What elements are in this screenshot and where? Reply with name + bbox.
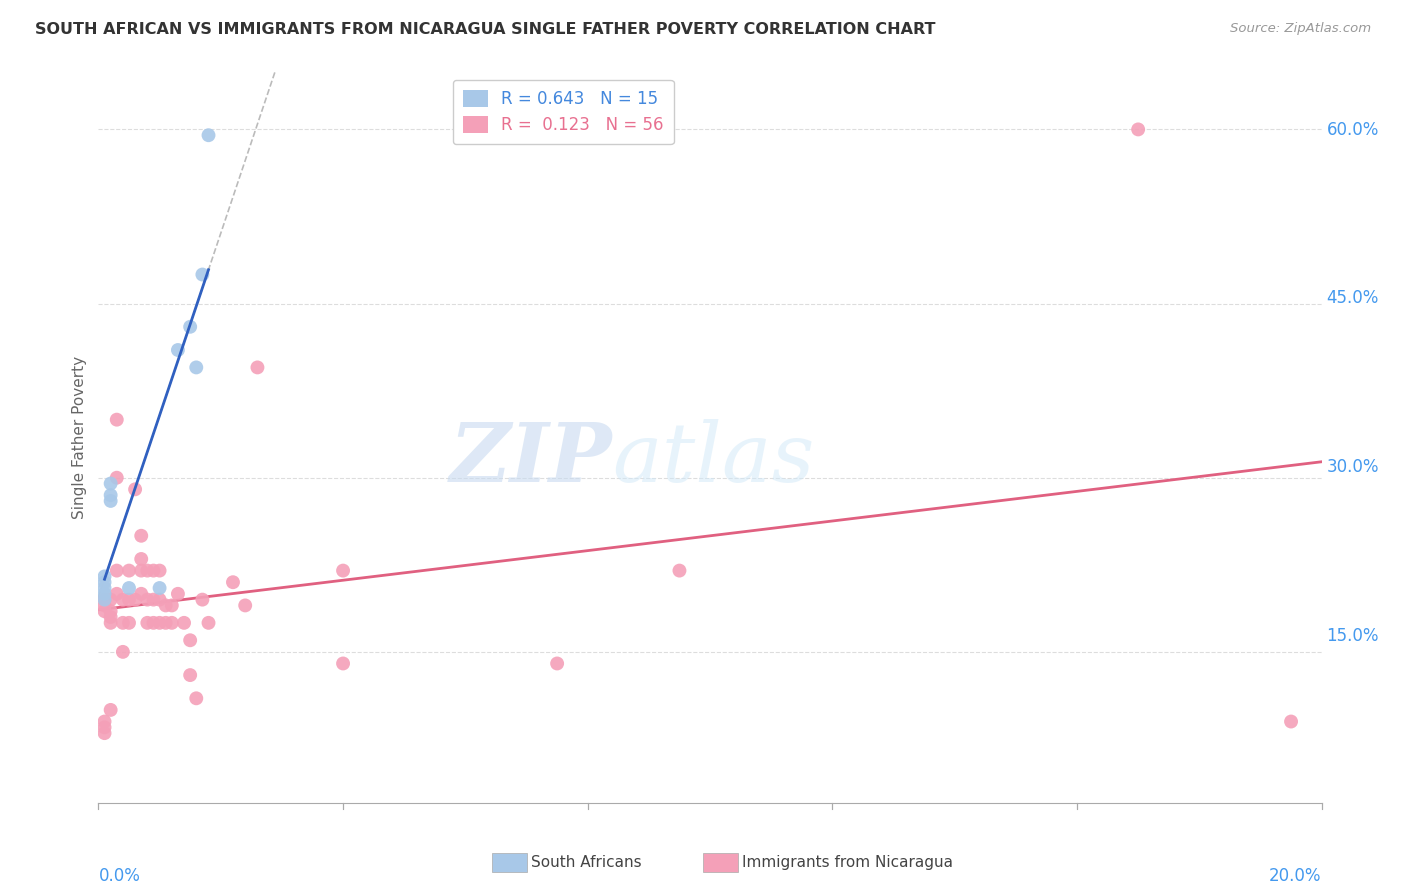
Point bbox=[93, 569, 115, 583]
Text: 20.0%: 20.0% bbox=[1270, 867, 1322, 885]
Point bbox=[332, 564, 354, 578]
Point bbox=[111, 615, 134, 630]
Point bbox=[179, 668, 201, 682]
Text: Source: ZipAtlas.com: Source: ZipAtlas.com bbox=[1230, 22, 1371, 36]
Point bbox=[93, 726, 115, 740]
Point bbox=[173, 615, 195, 630]
Point bbox=[167, 587, 190, 601]
Y-axis label: Single Father Poverty: Single Father Poverty bbox=[72, 356, 87, 518]
Point bbox=[160, 615, 183, 630]
Point bbox=[246, 360, 269, 375]
Point bbox=[93, 604, 115, 618]
Point bbox=[124, 592, 146, 607]
Point bbox=[136, 564, 159, 578]
Point bbox=[160, 599, 183, 613]
Point bbox=[93, 592, 115, 607]
Point bbox=[1128, 122, 1150, 136]
Point bbox=[142, 564, 165, 578]
Point bbox=[93, 720, 115, 734]
Point bbox=[149, 581, 172, 595]
Point bbox=[129, 552, 152, 566]
Point bbox=[100, 615, 122, 630]
Text: atlas: atlas bbox=[612, 419, 814, 499]
Point bbox=[186, 691, 208, 706]
Point bbox=[136, 592, 159, 607]
Point bbox=[155, 615, 177, 630]
Point bbox=[149, 615, 172, 630]
Point bbox=[129, 587, 152, 601]
Point bbox=[100, 703, 122, 717]
Point bbox=[100, 604, 122, 618]
Text: ZIP: ZIP bbox=[450, 419, 612, 499]
Point bbox=[197, 615, 219, 630]
Point bbox=[136, 615, 159, 630]
Legend: R = 0.643   N = 15, R =  0.123   N = 56: R = 0.643 N = 15, R = 0.123 N = 56 bbox=[453, 79, 673, 145]
Point bbox=[668, 564, 690, 578]
Text: South Africans: South Africans bbox=[531, 855, 643, 870]
Point bbox=[129, 529, 152, 543]
Point bbox=[93, 575, 115, 590]
Point bbox=[118, 592, 141, 607]
Point bbox=[93, 714, 115, 729]
Point bbox=[100, 494, 122, 508]
Point bbox=[186, 360, 208, 375]
Point bbox=[100, 610, 122, 624]
Point bbox=[149, 592, 172, 607]
Point bbox=[111, 645, 134, 659]
Point bbox=[233, 599, 256, 613]
Point bbox=[155, 599, 177, 613]
Point bbox=[149, 564, 172, 578]
Point bbox=[332, 657, 354, 671]
Text: 0.0%: 0.0% bbox=[98, 867, 141, 885]
Point bbox=[93, 599, 115, 613]
Point bbox=[1279, 714, 1302, 729]
Point bbox=[191, 592, 214, 607]
Point bbox=[197, 128, 219, 143]
Point bbox=[546, 657, 568, 671]
Point bbox=[142, 592, 165, 607]
Point bbox=[111, 592, 134, 607]
Text: SOUTH AFRICAN VS IMMIGRANTS FROM NICARAGUA SINGLE FATHER POVERTY CORRELATION CHA: SOUTH AFRICAN VS IMMIGRANTS FROM NICARAG… bbox=[35, 22, 935, 37]
Point bbox=[93, 592, 115, 607]
Point bbox=[167, 343, 190, 357]
Point bbox=[118, 581, 141, 595]
Point bbox=[222, 575, 245, 590]
Point bbox=[124, 483, 146, 497]
Point bbox=[179, 633, 201, 648]
Point bbox=[105, 587, 128, 601]
Point bbox=[118, 615, 141, 630]
Point bbox=[105, 412, 128, 426]
Point bbox=[191, 268, 214, 282]
Point bbox=[93, 581, 115, 595]
Point bbox=[100, 592, 122, 607]
Point bbox=[100, 488, 122, 502]
Point bbox=[142, 615, 165, 630]
Point bbox=[105, 564, 128, 578]
Point bbox=[118, 564, 141, 578]
Point bbox=[129, 564, 152, 578]
Point bbox=[93, 587, 115, 601]
Text: Immigrants from Nicaragua: Immigrants from Nicaragua bbox=[742, 855, 953, 870]
Point bbox=[179, 319, 201, 334]
Point bbox=[100, 476, 122, 491]
Point bbox=[105, 471, 128, 485]
